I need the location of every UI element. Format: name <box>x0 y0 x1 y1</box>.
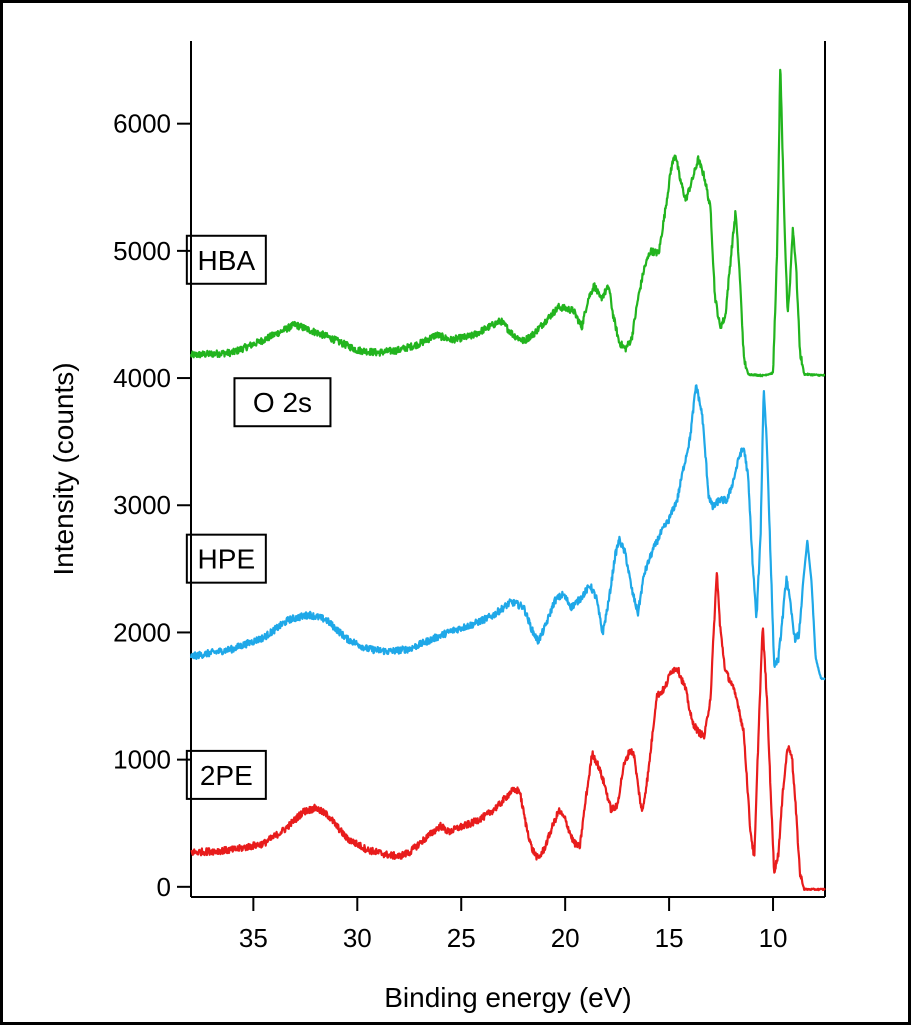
y-tick-label: 5000 <box>113 236 171 266</box>
y-axis-title: Intensity (counts) <box>48 362 79 575</box>
y-tick-label: 6000 <box>113 109 171 139</box>
x-tick-label: 15 <box>655 923 684 953</box>
annotation-box <box>185 749 267 800</box>
annotation-label: O 2s <box>253 387 312 418</box>
x-tick-label: 30 <box>343 923 372 953</box>
series-line-hba <box>189 68 826 378</box>
y-tick-label: 1000 <box>113 745 171 775</box>
annotation-label: 2PE <box>200 760 253 791</box>
annotation-box <box>185 234 267 285</box>
y-tick-label: 0 <box>157 872 171 902</box>
y-tick-label: 4000 <box>113 363 171 393</box>
y-tick-label: 3000 <box>113 490 171 520</box>
y-tick-label: 2000 <box>113 617 171 647</box>
x-tick-label: 10 <box>759 923 788 953</box>
spectra-chart: 0 1000 2000 3000 4000 5000 6000 35 30 25 20 15 10 Bin… <box>48 41 826 1013</box>
series-line-hpe <box>189 384 826 681</box>
annotation-label: HBA <box>198 245 256 276</box>
annotation-box <box>233 377 332 428</box>
annotation-label: HPE <box>198 544 256 575</box>
series-line-2pe <box>190 572 826 892</box>
x-axis-title: Binding energy (eV) <box>384 982 631 1013</box>
x-tick-label: 35 <box>239 923 268 953</box>
annotation-box <box>185 533 267 584</box>
x-tick-label: 20 <box>551 923 580 953</box>
x-tick-label: 25 <box>447 923 476 953</box>
